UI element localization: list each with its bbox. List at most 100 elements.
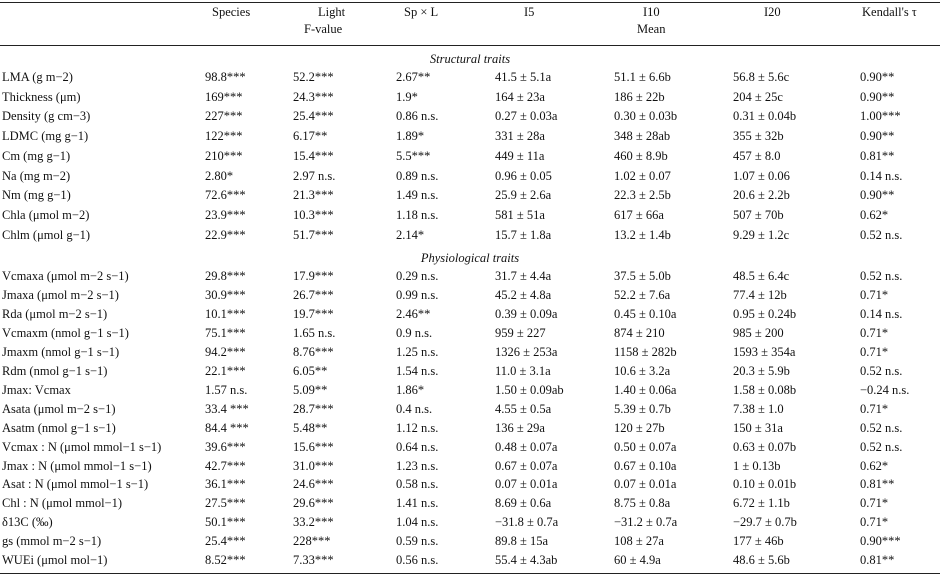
i20-value: 0.63 ± 0.07b	[733, 439, 797, 454]
species-f: 22.1***	[205, 363, 246, 378]
kendall-tau: 0.52 n.s.	[860, 420, 903, 435]
trait-label: Jmax : N (μmol mmol−1 s−1)	[2, 458, 152, 473]
light-f: 25.4***	[293, 109, 334, 124]
trait-label: Density (g cm−3)	[2, 109, 91, 124]
table-row: Rda (μmol m−2 s−1) 10.1*** 19.7*** 2.46** 0.…	[0, 305, 940, 323]
species-f: 169***	[205, 89, 243, 104]
trait-label: Vcmaxm (nmol g−1 s−1)	[2, 325, 129, 340]
table-row: Jmax : N (μmol mmol−1 s−1) 42.7*** 31.0***…	[0, 457, 940, 475]
sp-x-l-f: 0.58 n.s.	[396, 477, 439, 492]
i10-value: 0.50 ± 0.07a	[614, 439, 677, 454]
i20-value: 48.5 ± 6.4c	[733, 269, 790, 283]
trait-label: Asat : N (μmol mmol−1 s−1)	[2, 477, 149, 492]
trait-label: Rda (μmol m−2 s−1)	[2, 306, 108, 321]
trait-label: Thickness (μm)	[2, 89, 81, 104]
species-f: 27.5***	[205, 496, 246, 511]
i5-value: 45.2 ± 4.8a	[495, 287, 552, 302]
sp-x-l-f: 1.12 n.s.	[396, 420, 439, 435]
trait-label: gs (mmol m−2 s−1)	[2, 534, 102, 549]
light-f: 15.4***	[293, 148, 334, 163]
light-f: 5.48**	[293, 420, 328, 435]
bottom-rule	[0, 573, 940, 574]
i10-value: 0.30 ± 0.03b	[614, 109, 678, 124]
i5-value: 331 ± 28a	[495, 129, 545, 144]
i5-value: 136 ± 29a	[495, 420, 545, 435]
kendall-tau: 0.81**	[860, 477, 895, 492]
sp-x-l-f: 1.49 n.s.	[396, 188, 439, 203]
i10-value: 108 ± 27a	[614, 534, 664, 549]
light-f: 17.9***	[293, 269, 334, 283]
light-f: 28.7***	[293, 401, 334, 416]
section-structural-traits: Structural traits	[429, 52, 511, 66]
kendall-tau: 0.90**	[860, 188, 895, 203]
i5-value: 8.69 ± 0.6a	[495, 496, 552, 511]
trait-label: Nm (mg g−1)	[2, 188, 71, 203]
i5-value: 581 ± 51a	[495, 207, 545, 222]
species-f: 39.6***	[205, 439, 246, 454]
i20-value: 0.10 ± 0.01b	[733, 477, 797, 492]
table-row: δ13C (‰) 50.1*** 33.2*** 1.04 n.s. −31.8 ± 0…	[0, 513, 940, 531]
species-f: 29.8***	[205, 269, 246, 283]
table-row: gs (mmol m−2 s−1) 25.4*** 228*** 0.59 n.s. 8…	[0, 532, 940, 550]
i20-value: 48.6 ± 5.6b	[733, 553, 790, 568]
trait-label: LMA (g m−2)	[2, 70, 73, 84]
table-row: Jmaxa (μmol m−2 s−1) 30.9*** 26.7*** 0.99 n…	[0, 286, 940, 304]
table-row: Chl : N (μmol mmol−1) 27.5*** 29.6*** 1.41 …	[0, 494, 940, 512]
i5-value: 41.5 ± 5.1a	[495, 70, 552, 84]
trait-label: Rdm (nmol g−1 s−1)	[2, 363, 108, 378]
table-row: Density (g cm−3) 227*** 25.4*** 0.86 n.s. 0.…	[0, 107, 940, 125]
i10-value: 22.3 ± 2.5b	[614, 188, 671, 203]
header-light: Light	[318, 5, 346, 19]
i20-value: 77.4 ± 12b	[733, 287, 787, 302]
species-f: 210***	[205, 148, 243, 163]
sp-x-l-f: 2.46**	[396, 306, 431, 321]
kendall-tau: 0.52 n.s.	[860, 439, 903, 454]
table-row: Jmaxm (nmol g−1 s−1) 94.2*** 8.76*** 1.25 n…	[0, 343, 940, 361]
table-row: Jmax: Vcmax 1.57 n.s. 5.09** 1.86* 1.50 ± 0.…	[0, 381, 940, 399]
i5-value: 0.39 ± 0.09a	[495, 306, 558, 321]
species-f: 227***	[205, 109, 243, 124]
trait-label: Vcmax : N (μmol mmol−1 s−1)	[2, 439, 162, 454]
top-rule	[0, 2, 940, 3]
table-row: Nm (mg g−1) 72.6*** 21.3*** 1.49 n.s. 25.9 ±…	[0, 186, 940, 204]
i20-value: 177 ± 46b	[733, 534, 784, 549]
table-row: Vcmaxa (μmol m−2 s−1) 29.8*** 17.9*** 0.29 …	[0, 267, 940, 285]
i20-value: 985 ± 200	[733, 325, 784, 340]
kendall-tau: 0.14 n.s.	[860, 168, 903, 183]
kendall-tau: 0.71*	[860, 515, 889, 530]
sp-x-l-f: 1.89*	[396, 129, 425, 144]
sp-x-l-f: 1.04 n.s.	[396, 515, 439, 530]
kendall-tau: 0.52 n.s.	[860, 363, 903, 378]
header-kendall-tau: Kendall's τ	[862, 5, 917, 19]
species-f: 36.1***	[205, 477, 246, 492]
light-f: 31.0***	[293, 458, 334, 473]
i20-value: 1.07 ± 0.06	[733, 168, 790, 183]
species-f: 72.6***	[205, 188, 246, 203]
i5-value: 89.8 ± 15a	[495, 534, 549, 549]
light-f: 6.17**	[293, 129, 328, 144]
i10-value: 186 ± 22b	[614, 89, 665, 104]
light-f: 8.76***	[293, 344, 334, 359]
species-f: 33.4 ***	[205, 401, 249, 416]
i5-value: 0.48 ± 0.07a	[495, 439, 558, 454]
i10-value: 348 ± 28ab	[614, 129, 671, 144]
table-row: LMA (g m−2) 98.8*** 52.2*** 2.67** 41.5 ± 5.…	[0, 68, 940, 86]
i10-value: 0.07 ± 0.01a	[614, 477, 677, 492]
trait-label: Vcmaxa (μmol m−2 s−1)	[2, 269, 129, 283]
table-row: Cm (mg g−1) 210*** 15.4*** 5.5*** 449 ± 11a 4…	[0, 147, 940, 165]
i10-value: 1158 ± 282b	[614, 344, 677, 359]
i5-value: 164 ± 23a	[495, 89, 545, 104]
kendall-tau: 0.52 n.s.	[860, 227, 903, 242]
i5-value: 0.27 ± 0.03a	[495, 109, 558, 124]
i10-value: 5.39 ± 0.7b	[614, 401, 671, 416]
i20-value: −29.7 ± 0.7b	[733, 515, 797, 530]
header-rule	[0, 45, 940, 46]
kendall-tau: 0.52 n.s.	[860, 269, 903, 283]
sp-x-l-f: 0.59 n.s.	[396, 534, 439, 549]
kendall-tau: 0.71*	[860, 496, 889, 511]
i5-value: 31.7 ± 4.4a	[495, 269, 552, 283]
light-f: 24.6***	[293, 477, 334, 492]
header-i5: I5	[524, 5, 535, 19]
trait-label: Asatm (nmol g−1 s−1)	[2, 420, 116, 435]
kendall-tau: 0.71*	[860, 287, 889, 302]
